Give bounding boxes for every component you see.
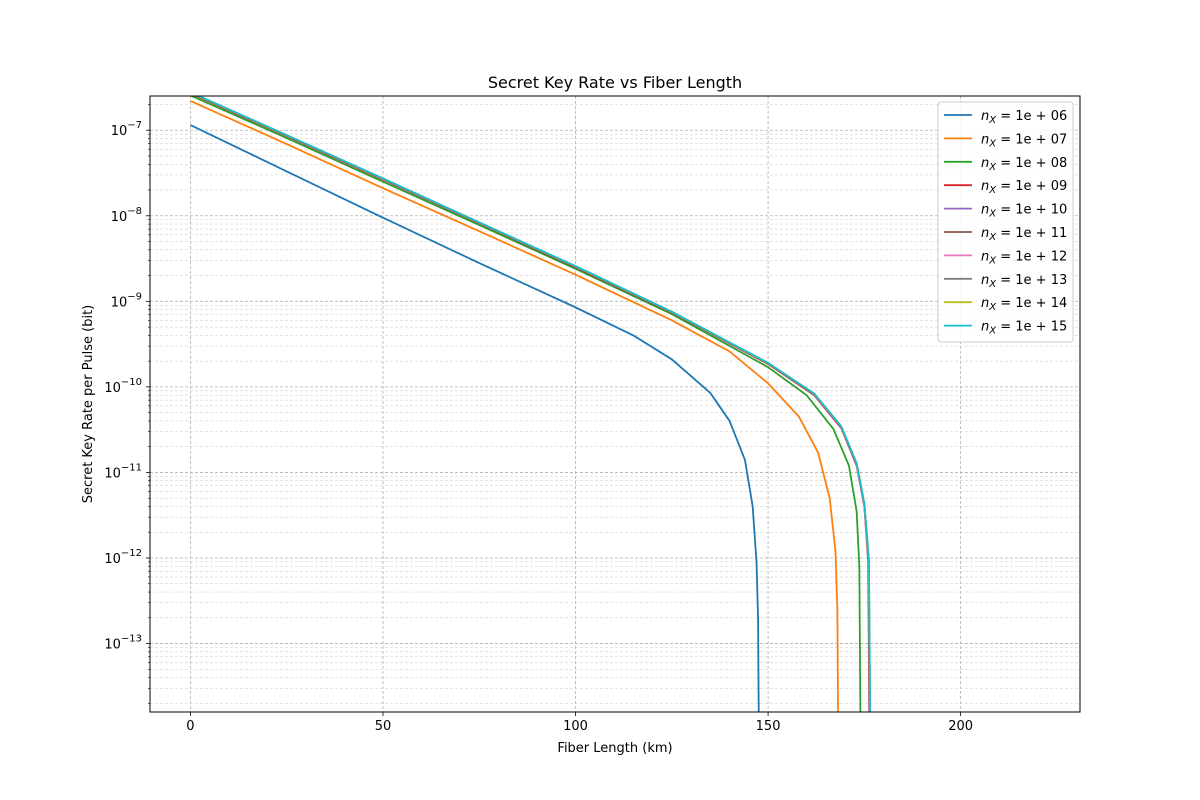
x-tick-label: 200 bbox=[948, 719, 973, 734]
x-tick-label: 100 bbox=[563, 719, 588, 734]
series-line bbox=[196, 96, 872, 712]
axis-ticks: 0 50 100 150 200 10−13 10−12 10−11 10−10 10−9 10−8… bbox=[104, 104, 973, 734]
legend-entry-label: nX = 1e + 14 bbox=[981, 296, 1067, 313]
x-tick-label: 150 bbox=[756, 719, 781, 734]
x-tick-label: 0 bbox=[186, 719, 194, 734]
y-axis-label: Secret Key Rate per Pulse (bit) bbox=[81, 305, 96, 504]
legend-entry-label: nX = 1e + 11 bbox=[981, 226, 1067, 243]
legend-entry-label: nX = 1e + 13 bbox=[981, 273, 1067, 290]
y-tick-label: 10−10 bbox=[104, 377, 142, 396]
plot-frame bbox=[149, 95, 1081, 713]
legend-entry-label: nX = 1e + 15 bbox=[981, 320, 1067, 337]
grid-lines bbox=[150, 96, 1080, 712]
y-tick-label: 10−8 bbox=[111, 206, 142, 225]
y-tick-label: 10−9 bbox=[111, 291, 142, 310]
series-line bbox=[190, 96, 862, 712]
legend-entry-label: nX = 1e + 10 bbox=[981, 203, 1067, 220]
legend-entry-label: nX = 1e + 12 bbox=[981, 249, 1067, 266]
legend-entry-label: nX = 1e + 08 bbox=[981, 156, 1067, 173]
y-tick-label: 10−13 bbox=[104, 634, 142, 653]
legend-entry-label: nX = 1e + 09 bbox=[981, 179, 1067, 196]
y-tick-label: 10−7 bbox=[111, 120, 142, 139]
series-line bbox=[190, 100, 839, 712]
chart-title: Secret Key Rate vs Fiber Length bbox=[488, 73, 742, 92]
y-tick-label: 10−12 bbox=[104, 548, 142, 567]
x-axis-label: Fiber Length (km) bbox=[557, 741, 672, 756]
x-tick-label: 50 bbox=[375, 719, 392, 734]
y-tick-label: 10−11 bbox=[104, 462, 142, 481]
series-line bbox=[190, 124, 760, 712]
legend-entry-label: nX = 1e + 06 bbox=[981, 109, 1067, 126]
legend-entry-label: nX = 1e + 07 bbox=[981, 132, 1067, 149]
legend: nX = 1e + 06 nX = 1e + 07 nX = 1e + 08 nX =… bbox=[937, 101, 1074, 343]
series-lines bbox=[190, 96, 872, 712]
